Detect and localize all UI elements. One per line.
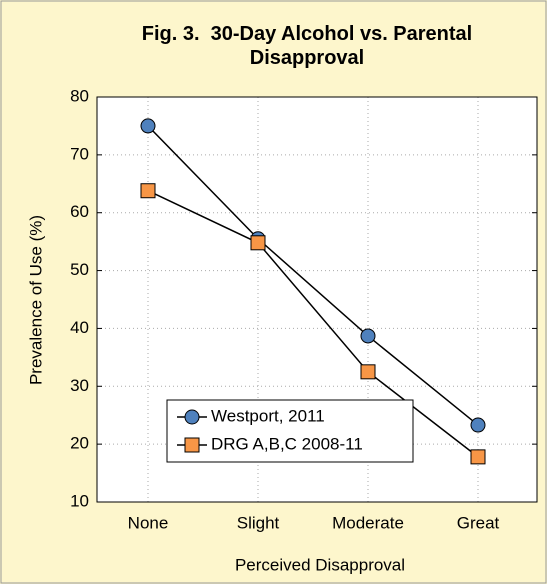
legend-marker	[184, 409, 200, 425]
y-tick-label: 10	[70, 491, 89, 510]
point	[250, 235, 266, 251]
x-tick-label: Moderate	[332, 513, 404, 532]
point	[470, 417, 486, 433]
y-axis-label: Prevalence of Use (%)	[26, 215, 45, 385]
y-tick-label: 50	[70, 260, 89, 279]
y-tick-label: 40	[70, 318, 89, 337]
plot-border	[96, 96, 538, 503]
point	[360, 328, 376, 344]
y-tick-label: 80	[70, 86, 89, 105]
legend	[166, 399, 414, 463]
line	[147, 190, 479, 458]
chart-title: Fig. 3. 30-Day Alcohol vs. Parental Disa…	[141, 23, 478, 69]
x-tick-label: None	[128, 513, 169, 532]
point	[470, 449, 486, 465]
x-axis-label: Perceived Disapproval	[235, 555, 405, 574]
y-tick-label: 20	[70, 434, 89, 453]
legend-label: Westport, 2011	[211, 406, 325, 425]
line	[147, 125, 479, 426]
legend-label: DRG A,B,C 2008-11	[211, 434, 363, 453]
y-tick-label: 60	[70, 202, 89, 221]
y-tick-label: 30	[70, 376, 89, 395]
legend-marker	[184, 437, 200, 453]
point	[140, 118, 156, 134]
x-tick-label: Great	[457, 513, 500, 532]
x-tick-label: Slight	[237, 513, 280, 532]
point	[360, 364, 376, 380]
point	[140, 183, 156, 199]
y-tick-label: 70	[70, 144, 89, 163]
